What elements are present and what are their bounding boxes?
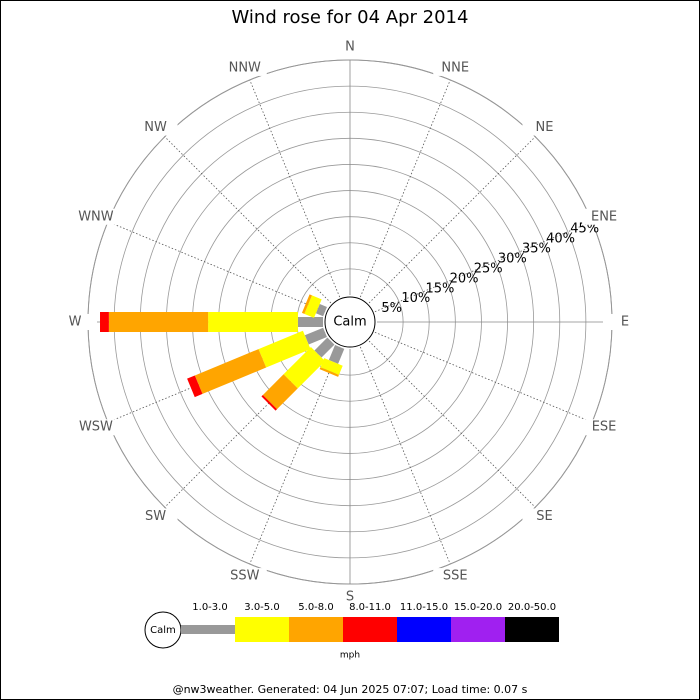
direction-label: ENE — [591, 209, 617, 224]
direction-label: N — [345, 40, 355, 55]
bar-segment — [208, 312, 298, 332]
spoke — [164, 136, 332, 304]
spoke — [249, 79, 341, 298]
legend-swatch — [397, 617, 451, 642]
bar-segment — [100, 312, 109, 332]
bar-segment — [194, 349, 267, 394]
bar-segment — [315, 304, 327, 317]
label-bg — [328, 589, 372, 605]
spoke — [107, 221, 326, 313]
legend-label: 11.0-15.0 — [400, 602, 448, 613]
legend-label: 20.0-50.0 — [508, 602, 556, 613]
calm-label: Calm — [333, 315, 366, 330]
direction-label: S — [346, 590, 354, 605]
spoke — [374, 331, 593, 423]
direction-label: E — [621, 315, 629, 330]
label-bg — [582, 208, 627, 225]
bar-segment — [328, 345, 345, 364]
bar-segment — [258, 330, 311, 368]
legend-calm-label: Calm — [150, 625, 176, 636]
r-tick-label: 20% — [450, 271, 479, 286]
bar-segment — [304, 295, 322, 318]
spoke — [249, 346, 341, 565]
legend-swatch — [505, 617, 559, 642]
bar-segment — [301, 294, 312, 314]
label-bg — [433, 59, 478, 76]
label-bg — [73, 208, 118, 225]
label-bg — [133, 508, 178, 525]
direction-label: SSE — [443, 569, 468, 584]
r-tick-label: 10% — [401, 291, 430, 306]
direction-label: WNW — [78, 209, 114, 224]
direction-label: NW — [144, 120, 167, 135]
label-bg — [582, 419, 627, 436]
spoke — [359, 79, 451, 298]
legend-label: 3.0-5.0 — [244, 602, 279, 613]
bar-segment — [187, 375, 203, 398]
label-bg — [53, 314, 97, 330]
legend-swatch — [451, 617, 505, 642]
bar-segment — [262, 374, 298, 410]
label-bg — [222, 568, 267, 585]
label-bg — [522, 119, 567, 136]
bar-segment — [319, 367, 339, 377]
spoke — [368, 136, 536, 304]
r-tick-label: 15% — [425, 281, 454, 296]
legend-label: 5.0-8.0 — [298, 602, 333, 613]
spoke — [374, 221, 593, 313]
bar-segment — [283, 346, 326, 389]
r-tick-label: 40% — [546, 231, 575, 246]
legend-swatch — [181, 625, 235, 634]
label-bg — [222, 59, 267, 76]
legend-swatch — [289, 617, 343, 642]
chart-title: Wind rose for 04 Apr 2014 — [232, 7, 469, 28]
footer: @nw3weather. Generated: 04 Jun 2025 07:0… — [173, 683, 528, 696]
bar-segment — [304, 327, 327, 345]
bar-segment — [261, 394, 278, 411]
bar-segment — [297, 317, 323, 327]
legend-label: 8.0-11.0 — [349, 602, 391, 613]
label-bg — [433, 568, 478, 585]
legend-label: 15.0-20.0 — [454, 602, 502, 613]
r-tick-label: 30% — [498, 251, 527, 266]
label-bg — [133, 119, 178, 136]
direction-label: SE — [536, 509, 552, 524]
r-tick-label: 35% — [522, 241, 551, 256]
legend-unit: mph — [340, 651, 360, 661]
direction-label: W — [69, 315, 82, 330]
direction-label: WSW — [79, 420, 113, 435]
r-tick-label: 25% — [474, 261, 503, 276]
calm-circle — [324, 296, 376, 348]
direction-label: NE — [535, 120, 553, 135]
bar-segment — [314, 337, 335, 358]
label-bg — [73, 419, 118, 436]
bar-segment — [108, 312, 209, 332]
legend-swatch — [343, 617, 397, 642]
spoke — [359, 346, 451, 565]
label-bg — [328, 39, 372, 55]
direction-label: NNE — [441, 60, 469, 75]
label-bg — [603, 314, 647, 330]
direction-label: NNW — [229, 60, 261, 75]
label-bg — [522, 508, 567, 525]
r-tick-label: 5% — [381, 301, 402, 316]
spoke — [368, 340, 536, 508]
legend-label: 1.0-3.0 — [192, 602, 227, 613]
direction-label: SSW — [230, 569, 260, 584]
direction-label: SW — [145, 509, 166, 524]
direction-label: ESE — [592, 420, 617, 435]
bar-segment — [320, 358, 343, 375]
legend-swatch — [235, 617, 289, 642]
r-tick-label: 45% — [570, 221, 599, 236]
